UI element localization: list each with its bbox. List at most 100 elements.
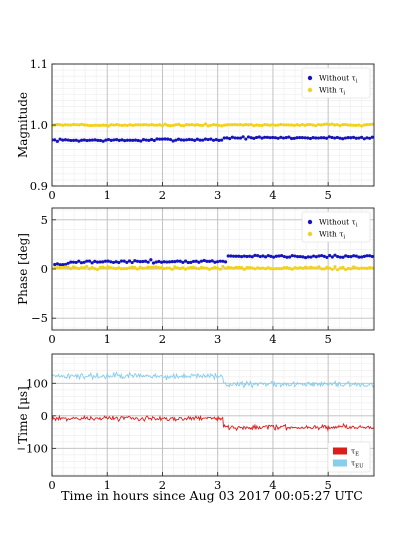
- y-tick-label: 0: [41, 409, 48, 423]
- data-point: [111, 266, 116, 270]
- data-point: [120, 138, 124, 142]
- series-line-tau-e: [52, 414, 374, 432]
- data-point: [69, 267, 73, 271]
- data-point: [77, 266, 81, 271]
- data-point: [53, 262, 57, 267]
- data-point: [336, 254, 340, 259]
- data-point: [295, 123, 299, 127]
- data-point: [162, 267, 166, 271]
- data-point: [182, 124, 186, 128]
- data-point: [314, 266, 318, 270]
- data-point: [325, 265, 329, 269]
- data-point: [287, 123, 291, 127]
- data-point: [312, 266, 316, 270]
- data-point: [274, 254, 278, 258]
- data-point: [74, 260, 78, 265]
- shared-x-axis-label: Time in hours since Aug 03 2017 00:05:27…: [61, 488, 363, 503]
- data-point: [71, 122, 76, 127]
- data-point: [301, 266, 305, 270]
- data-point: [198, 138, 202, 142]
- data-point: [77, 139, 81, 143]
- data-point: [223, 266, 228, 270]
- data-point: [324, 122, 329, 126]
- data-point: [272, 267, 276, 271]
- data-point: [88, 124, 92, 128]
- data-point: [173, 259, 177, 264]
- data-point: [98, 265, 102, 269]
- data-point: [215, 266, 220, 270]
- data-point: [103, 259, 108, 263]
- legend-marker: [307, 87, 313, 93]
- data-point: [242, 267, 246, 271]
- data-point: [271, 122, 275, 127]
- data-point: [186, 266, 190, 270]
- data-point: [317, 265, 321, 269]
- data-point: [293, 254, 297, 258]
- data-point: [165, 266, 169, 270]
- data-point: [190, 123, 194, 127]
- data-point: [166, 137, 170, 141]
- data-point: [77, 259, 81, 263]
- data-point: [274, 267, 278, 271]
- data-point: [354, 254, 358, 258]
- grid: [51, 354, 374, 476]
- legend-box: [301, 211, 371, 243]
- y-axis-label: Phase [deg]: [16, 233, 30, 305]
- x-tick-label: 1: [104, 478, 111, 492]
- data-point: [255, 266, 260, 270]
- data-point: [69, 123, 73, 127]
- data-point: [119, 259, 124, 263]
- data-point: [82, 266, 86, 270]
- data-point: [306, 266, 310, 270]
- data-point: [207, 259, 212, 263]
- data-point: [250, 255, 254, 259]
- data-point: [218, 267, 222, 271]
- data-point: [255, 253, 260, 258]
- x-tick-label: 0: [48, 478, 55, 492]
- data-point: [349, 123, 353, 127]
- data-point: [160, 137, 164, 141]
- y-tick-label: 5: [41, 213, 48, 227]
- data-point: [69, 138, 73, 143]
- data-point: [242, 254, 246, 258]
- data-point: [261, 254, 265, 258]
- x-tick-label: 1: [104, 188, 111, 202]
- data-point: [58, 263, 62, 267]
- data-point: [117, 266, 121, 270]
- legend-marker: [307, 231, 313, 237]
- series-without: [52, 135, 374, 143]
- data-point: [276, 136, 280, 140]
- data-point: [163, 122, 167, 126]
- data-point: [244, 123, 248, 127]
- data-point: [197, 260, 201, 264]
- data-point: [229, 266, 233, 270]
- data-point: [101, 265, 105, 269]
- data-point: [317, 254, 321, 258]
- data-point: [341, 265, 345, 269]
- data-point: [370, 122, 374, 126]
- data-point: [101, 123, 105, 127]
- data-point: [205, 259, 209, 263]
- data-point: [314, 255, 318, 259]
- data-point: [115, 123, 119, 127]
- data-point: [106, 124, 111, 128]
- data-point: [146, 265, 150, 269]
- data-point: [85, 259, 89, 263]
- data-point: [279, 122, 283, 127]
- data-point: [170, 267, 174, 271]
- data-point: [221, 259, 225, 263]
- data-point: [343, 136, 348, 140]
- data-point: [234, 265, 238, 269]
- x-tick-label: 3: [214, 188, 221, 202]
- data-point: [66, 123, 70, 127]
- data-point: [130, 265, 134, 269]
- data-point: [166, 123, 170, 127]
- data-point: [138, 265, 142, 269]
- data-point: [80, 138, 84, 142]
- data-point: [61, 123, 65, 127]
- data-point: [263, 267, 268, 271]
- data-point: [133, 265, 137, 270]
- data-point: [214, 138, 218, 142]
